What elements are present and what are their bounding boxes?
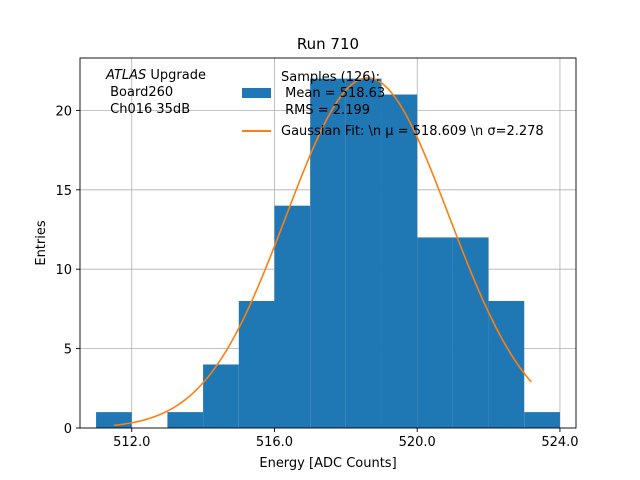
histogram-bar-8 [381,94,418,428]
fit-layer [113,77,533,427]
histogram-bar-3 [203,364,239,428]
histogram-bar-0 [96,412,132,428]
histogram-bar-11 [488,300,525,428]
atlas-annotation: ATLAS Upgrade [105,68,206,83]
legend-fit-label: Gaussian Fit: \n μ = 518.609 \n σ=2.278 [281,124,544,139]
histogram-bar-9 [417,237,453,428]
x-tick-label-2: 520.0 [399,435,436,450]
channel-annotation: Ch016 35dB [106,102,190,117]
y-tick-label-2: 10 [55,263,72,278]
y-tick-label-0: 0 [64,422,72,437]
y-axis-label: Entries [34,220,49,266]
plot-frame [79,57,577,429]
histogram-bars [96,78,560,429]
board-annotation: Board260 [106,85,173,100]
x-axis-label: Energy [ADC Counts] [259,456,396,471]
histogram-bar-6 [310,78,346,429]
upgrade-text: Upgrade [146,68,206,83]
legend-hist-line-1: Samples (126): [281,70,380,85]
y-tick-label-1: 5 [64,343,72,358]
atlas-italic: ATLAS [105,68,146,83]
y-tick-label-3: 15 [55,184,72,199]
x-tick-label-1: 516.0 [256,435,293,450]
histogram-bar-7 [345,78,382,429]
gaussian-fit-line [113,77,533,427]
ticks-layer: 512.0 516.0 520.0 524.0 0 5 10 15 20 [55,104,578,450]
chart-title: Run 710 [297,35,359,53]
histogram-bar-4 [238,300,275,428]
histogram-bar-12 [524,412,560,428]
y-tick-label-4: 20 [55,104,72,119]
histogram-bar-10 [452,237,489,428]
legend: Samples (126): Mean = 518.63 RMS = 2.199… [242,70,544,139]
x-tick-label-3: 524.0 [541,435,578,450]
legend-hist-swatch [242,88,271,98]
x-tick-label-0: 512.0 [113,435,150,450]
histogram-bar-2 [167,412,204,428]
histogram-bar-5 [274,205,311,428]
legend-hist-line-3: RMS = 2.199 [281,103,370,118]
legend-hist-line-2: Mean = 518.63 [281,86,385,101]
